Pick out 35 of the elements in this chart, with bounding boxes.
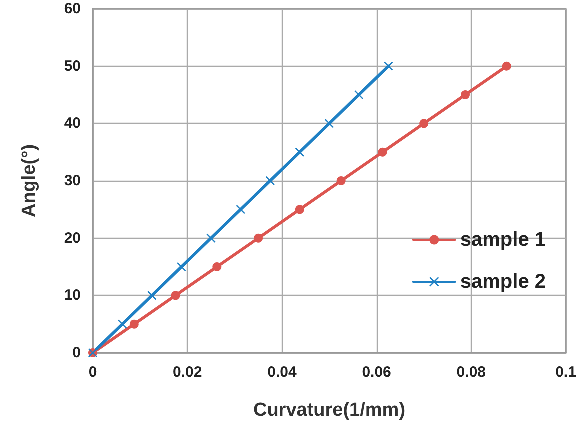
y-tick-label: 20 — [64, 230, 81, 247]
x-tick-label: 0.08 — [456, 364, 486, 381]
y-tick-label: 30 — [64, 172, 81, 190]
point — [236, 205, 246, 214]
y-tick-label: 40 — [64, 115, 81, 132]
point — [336, 176, 346, 186]
y-tick-label: 60 — [64, 0, 81, 18]
point — [384, 62, 394, 71]
x-tick-label: 0 — [88, 364, 98, 381]
point — [130, 320, 139, 329]
y-axis-title: Angle(°) — [19, 144, 40, 218]
point — [171, 291, 180, 300]
x-tick-label: 0.1 — [556, 364, 576, 381]
point — [212, 262, 222, 272]
point — [148, 291, 157, 300]
point — [420, 119, 429, 128]
y-tick-label: 0 — [72, 344, 81, 362]
x-tick-label: 0.04 — [268, 364, 298, 381]
point — [325, 119, 334, 128]
point — [118, 320, 128, 329]
point — [254, 234, 264, 243]
x-axis-title: Curvature(1/mm) — [253, 400, 406, 421]
point — [378, 148, 388, 157]
x-tick-label: 0.02 — [173, 364, 202, 381]
point — [502, 62, 512, 71]
point — [295, 148, 304, 157]
x-tick-label: 0.06 — [362, 364, 392, 381]
y-tick-label: 50 — [64, 58, 81, 75]
point — [295, 205, 304, 214]
legend-label: sample 2 — [460, 271, 546, 293]
point — [266, 176, 275, 186]
legend-label: sample 1 — [460, 229, 546, 251]
point — [177, 262, 186, 272]
point — [460, 90, 470, 100]
y-tick-label: 10 — [64, 287, 81, 304]
